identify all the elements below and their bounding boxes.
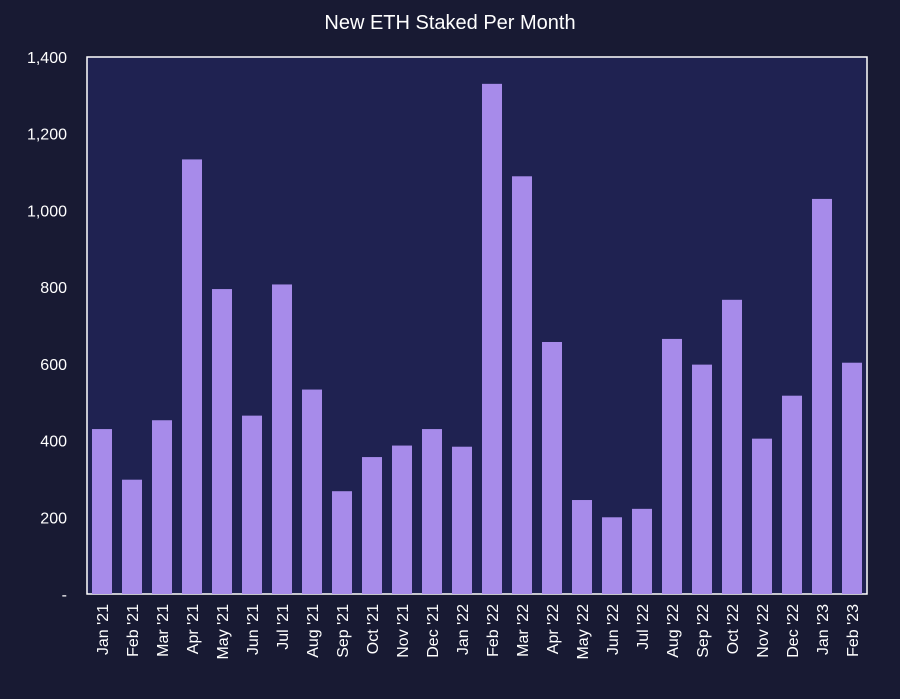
x-tick-label: Apr '22 (545, 604, 562, 654)
y-tick-label: 1,400 (27, 50, 67, 67)
bar (512, 176, 532, 594)
y-axis-ticks: - 200 400 600 800 1,000 1,200 1,400 (27, 50, 67, 604)
x-tick-label: Dec '22 (785, 604, 802, 658)
bar (422, 429, 442, 594)
x-tick-label: Aug '22 (665, 604, 682, 658)
y-tick-label: 600 (40, 357, 67, 374)
x-tick-label: Sep '22 (695, 604, 712, 658)
bar (332, 491, 352, 594)
x-tick-label: Mar '21 (155, 604, 172, 657)
bar (452, 446, 472, 594)
chart-title: New ETH Staked Per Month (324, 12, 576, 34)
x-tick-label: Nov '21 (395, 604, 412, 658)
y-tick-label: 200 (40, 510, 67, 527)
x-tick-label: Dec '21 (425, 604, 442, 658)
bar (392, 445, 412, 594)
x-tick-label: Aug '21 (305, 604, 322, 658)
bar (362, 457, 382, 594)
y-tick-label: - (62, 587, 67, 604)
x-tick-label: Nov '22 (755, 604, 772, 658)
bar (302, 389, 322, 594)
bar (182, 159, 202, 594)
x-tick-label: May '21 (215, 604, 232, 660)
x-tick-label: Jan '23 (815, 604, 832, 655)
x-tick-label: Sep '21 (335, 604, 352, 658)
x-tick-label: Apr '21 (185, 604, 202, 654)
bar (572, 500, 592, 594)
bar (122, 479, 142, 594)
bar (782, 395, 802, 594)
x-tick-label: Jun '22 (605, 604, 622, 655)
bar (812, 198, 832, 594)
x-tick-label: Jul '21 (275, 604, 292, 650)
x-tick-label: Mar '22 (515, 604, 532, 657)
bar (722, 299, 742, 594)
bar (752, 438, 772, 594)
y-tick-label: 1,200 (27, 127, 67, 144)
x-tick-label: Oct '21 (365, 604, 382, 654)
x-axis-ticks: Jan '21 Feb '21 Mar '21 Apr '21 May '21 Jun '… (95, 604, 862, 660)
x-tick-label: Feb '23 (845, 604, 862, 657)
x-tick-label: Feb '21 (125, 604, 142, 657)
bar (272, 284, 292, 594)
bar (482, 83, 502, 594)
x-tick-label: May '22 (575, 604, 592, 660)
bar (152, 420, 172, 594)
x-tick-label: Feb '22 (485, 604, 502, 657)
y-tick-label: 400 (40, 434, 67, 451)
plot-area (86, 56, 868, 595)
y-tick-label: 1,000 (27, 203, 67, 220)
bar (212, 289, 232, 594)
y-tick-label: 800 (40, 280, 67, 297)
bar (542, 341, 562, 594)
x-tick-label: Jul '22 (635, 604, 652, 650)
x-tick-label: Jun '21 (245, 604, 262, 655)
x-tick-label: Oct '22 (725, 604, 742, 654)
bar (242, 415, 262, 594)
bar (662, 338, 682, 594)
x-tick-label: Jan '22 (455, 604, 472, 655)
bar (632, 508, 652, 594)
bar (842, 362, 862, 594)
bars-group (92, 83, 862, 594)
x-tick-label: Jan '21 (95, 604, 112, 655)
bar (92, 429, 112, 594)
bar (692, 364, 712, 594)
bar (602, 517, 622, 594)
